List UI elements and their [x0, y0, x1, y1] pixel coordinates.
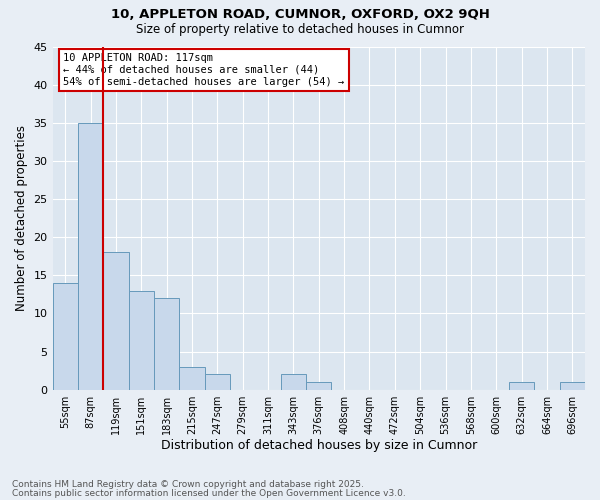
Text: Contains HM Land Registry data © Crown copyright and database right 2025.: Contains HM Land Registry data © Crown c… — [12, 480, 364, 489]
Y-axis label: Number of detached properties: Number of detached properties — [15, 125, 28, 311]
Bar — [306, 382, 331, 390]
Bar — [103, 252, 128, 390]
Bar — [205, 374, 230, 390]
Bar — [53, 283, 78, 390]
Bar — [154, 298, 179, 390]
Text: Size of property relative to detached houses in Cumnor: Size of property relative to detached ho… — [136, 22, 464, 36]
Bar — [560, 382, 585, 390]
Bar — [509, 382, 534, 390]
Text: 10 APPLETON ROAD: 117sqm
← 44% of detached houses are smaller (44)
54% of semi-d: 10 APPLETON ROAD: 117sqm ← 44% of detach… — [63, 54, 344, 86]
X-axis label: Distribution of detached houses by size in Cumnor: Distribution of detached houses by size … — [161, 440, 477, 452]
Bar — [281, 374, 306, 390]
Text: 10, APPLETON ROAD, CUMNOR, OXFORD, OX2 9QH: 10, APPLETON ROAD, CUMNOR, OXFORD, OX2 9… — [110, 8, 490, 20]
Text: Contains public sector information licensed under the Open Government Licence v3: Contains public sector information licen… — [12, 488, 406, 498]
Bar — [179, 367, 205, 390]
Bar — [78, 123, 103, 390]
Bar — [128, 290, 154, 390]
